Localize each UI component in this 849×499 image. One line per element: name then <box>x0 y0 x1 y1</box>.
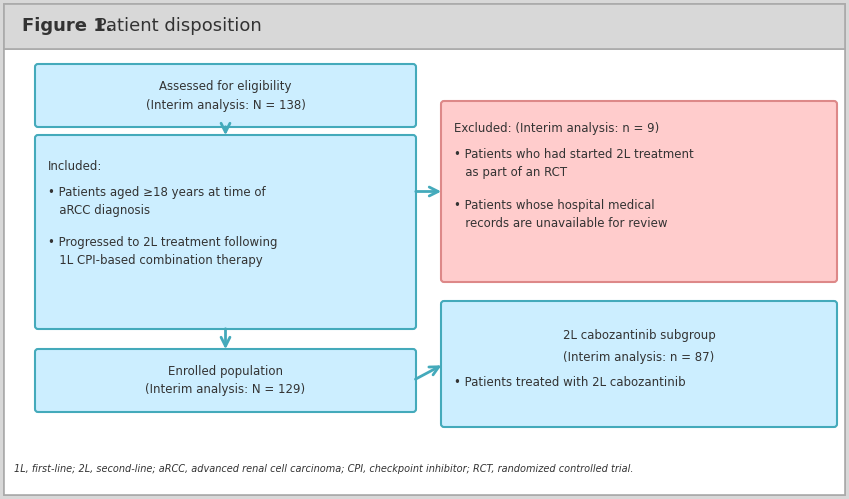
FancyBboxPatch shape <box>4 4 845 49</box>
Text: Patient disposition: Patient disposition <box>90 17 261 35</box>
Text: • Patients treated with 2L cabozantinib: • Patients treated with 2L cabozantinib <box>454 376 686 389</box>
Text: Excluded: (Interim analysis: n = 9): Excluded: (Interim analysis: n = 9) <box>454 122 660 135</box>
Text: Included:: Included: <box>48 160 103 173</box>
Text: Assessed for eligibility
(Interim analysis: N = 138): Assessed for eligibility (Interim analys… <box>145 79 306 111</box>
Text: 1L, first-line; 2L, second-line; aRCC, advanced renal cell carcinoma; CPI, check: 1L, first-line; 2L, second-line; aRCC, a… <box>14 464 633 474</box>
Text: • Patients aged ≥18 years at time of
   aRCC diagnosis: • Patients aged ≥18 years at time of aRC… <box>48 186 266 217</box>
FancyBboxPatch shape <box>4 49 845 495</box>
FancyBboxPatch shape <box>35 135 416 329</box>
Text: • Progressed to 2L treatment following
   1L CPI-based combination therapy: • Progressed to 2L treatment following 1… <box>48 236 278 267</box>
Text: (Interim analysis: n = 87): (Interim analysis: n = 87) <box>564 351 715 364</box>
Text: 2L cabozantinib subgroup: 2L cabozantinib subgroup <box>563 329 716 342</box>
FancyBboxPatch shape <box>441 101 837 282</box>
Text: Figure 1.: Figure 1. <box>22 17 113 35</box>
FancyBboxPatch shape <box>4 4 845 495</box>
FancyBboxPatch shape <box>35 64 416 127</box>
FancyBboxPatch shape <box>441 301 837 427</box>
FancyBboxPatch shape <box>35 349 416 412</box>
Text: • Patients whose hospital medical
   records are unavailable for review: • Patients whose hospital medical record… <box>454 199 667 230</box>
Text: • Patients who had started 2L treatment
   as part of an RCT: • Patients who had started 2L treatment … <box>454 148 694 179</box>
Text: Enrolled population
(Interim analysis: N = 129): Enrolled population (Interim analysis: N… <box>145 364 306 397</box>
